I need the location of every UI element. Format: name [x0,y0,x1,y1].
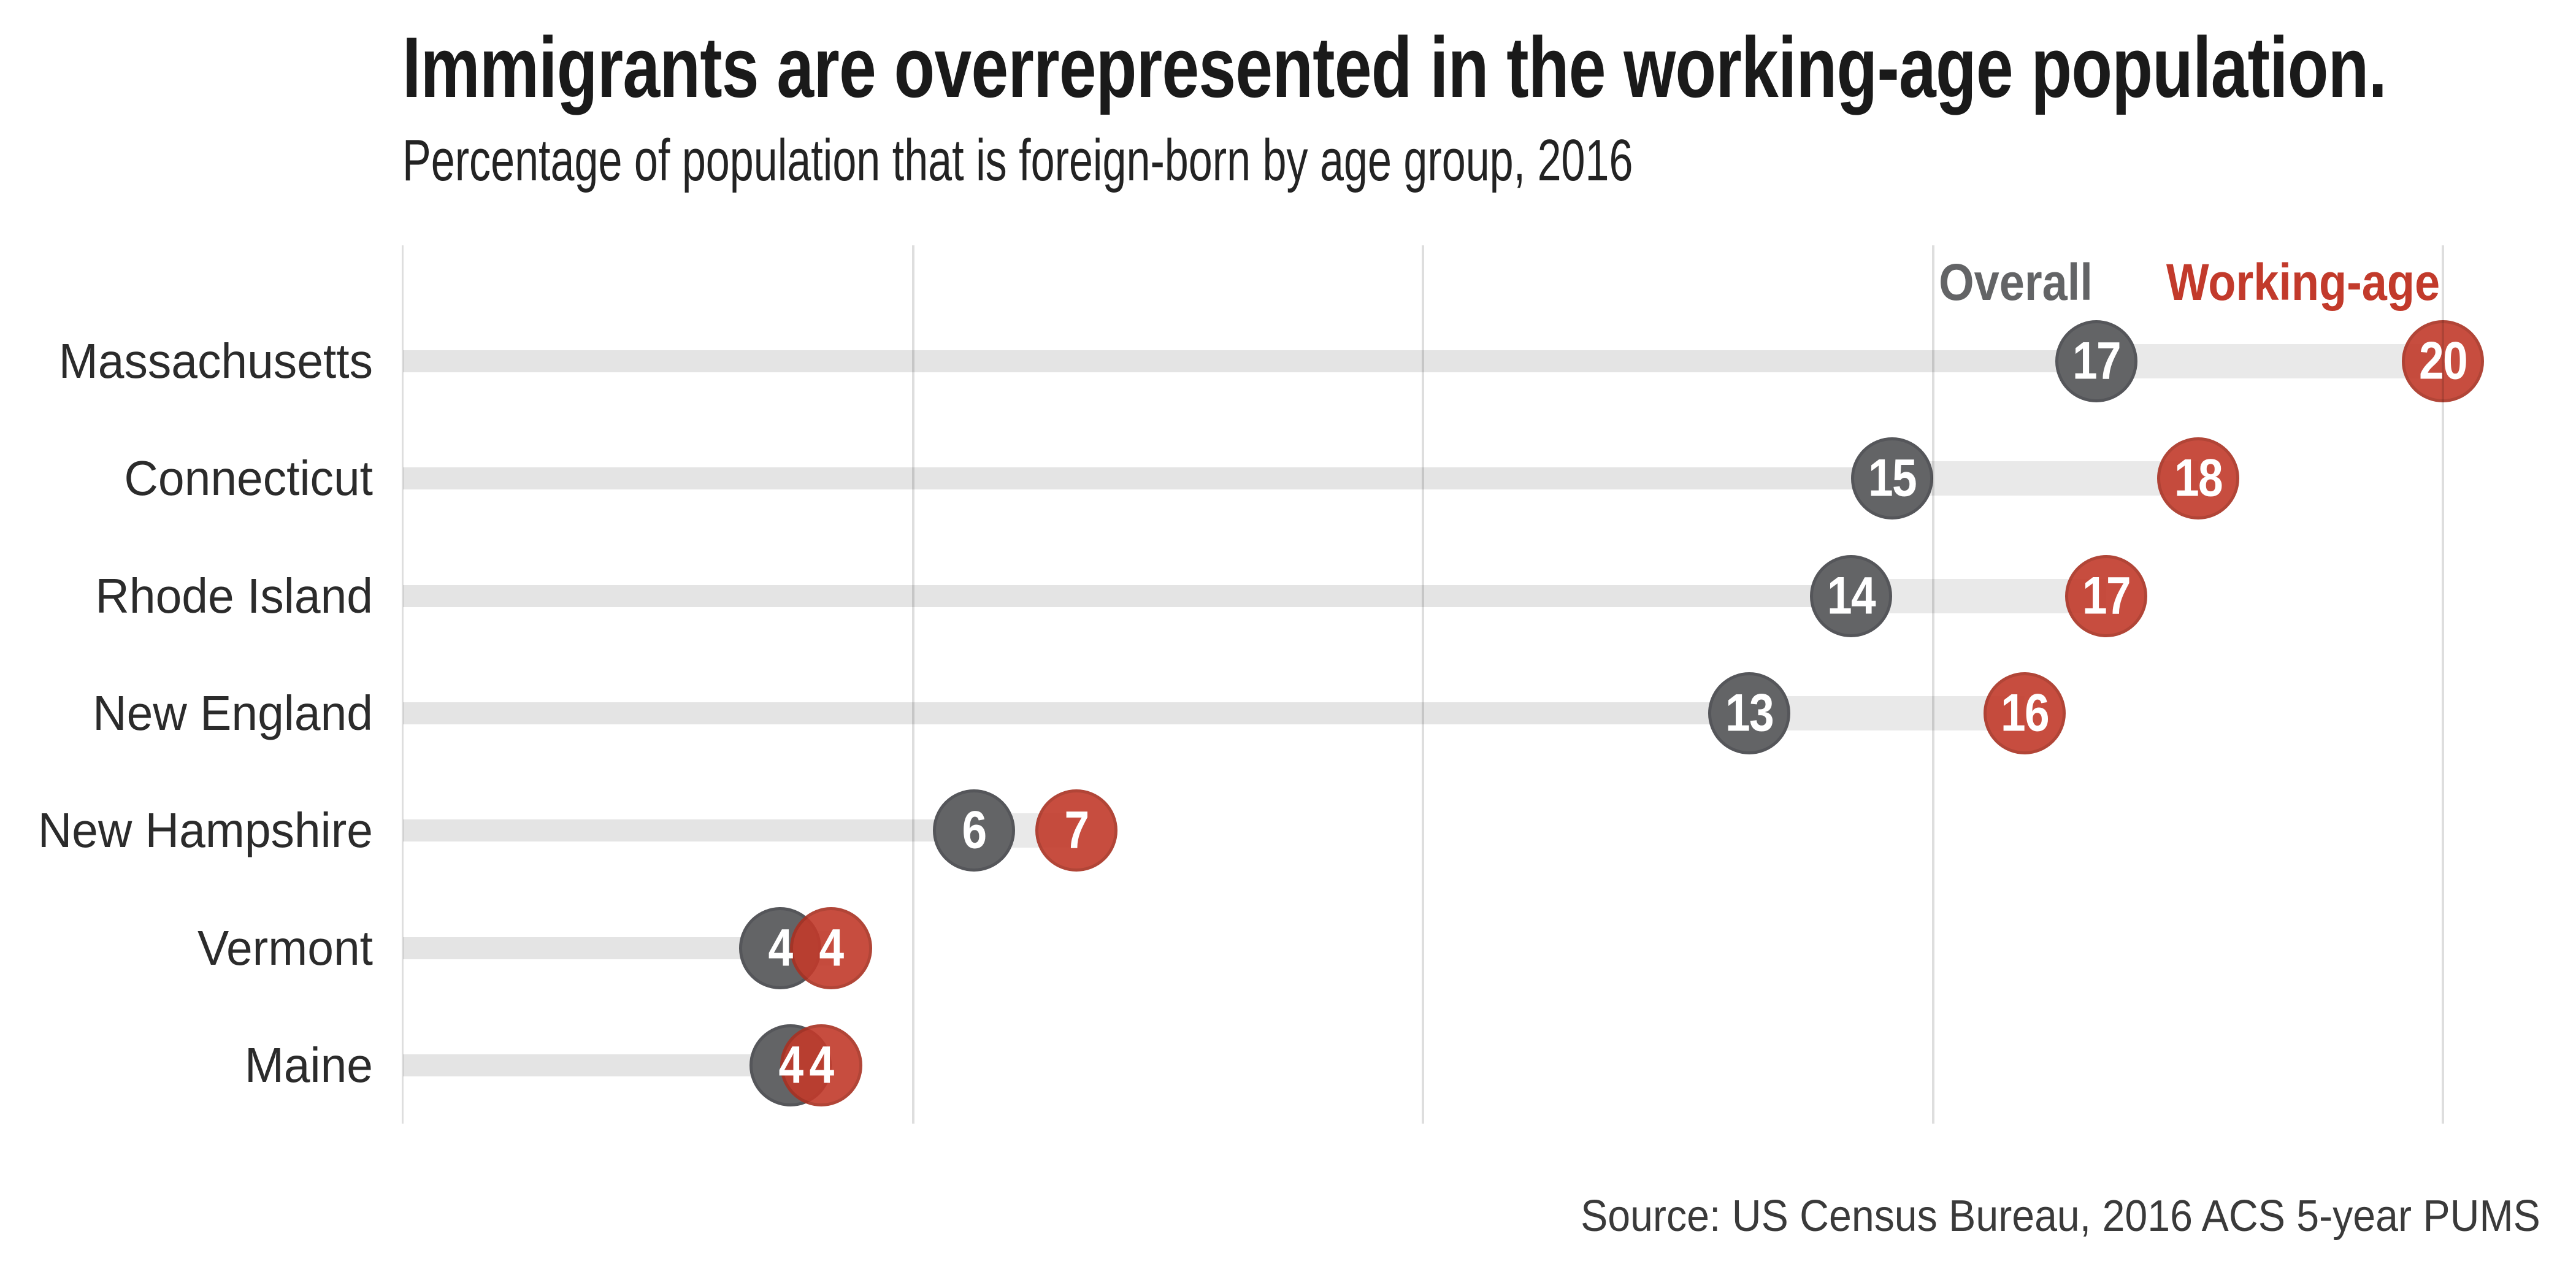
gridline-5 [911,245,914,1124]
category-label: Maine [244,1037,373,1092]
chart-title: Immigrants are overrepresented in the wo… [402,19,2387,115]
overall-value: 15 [1868,448,1917,508]
working-age-value: 20 [2419,331,2468,391]
category-label: New Hampshire [37,803,374,858]
category-label: New England [93,685,373,740]
working-age-value: 4 [819,918,845,977]
gridline-15 [1931,245,1934,1124]
overall-dot [2055,320,2137,402]
row-connector [1851,578,2107,613]
chart-subtitle: Percentage of population that is foreign… [402,128,1633,193]
overall-dot [1810,554,1893,637]
gridline-20 [2442,245,2444,1124]
overall-value: 13 [1725,683,1774,743]
category-label: Vermont [197,920,373,975]
working-age-dot [790,907,873,989]
overall-dot [1850,437,1933,520]
row-connector [1749,696,2025,730]
overall-value: 17 [2072,331,2122,391]
overall-value: 4 [778,1035,803,1095]
working-age-dot [2402,320,2484,402]
overall-dot [933,789,1016,872]
row-connector [2096,344,2443,378]
working-age-dot [780,1024,862,1106]
overall-value: 4 [768,918,794,977]
working-age-value: 17 [2082,566,2131,626]
legend-working-age-label: Working-age [2166,253,2440,311]
working-age-value: 16 [2001,683,2050,743]
working-age-value: 18 [2174,448,2223,508]
legend-overall-label: Overall [1939,253,2093,311]
overall-value: 6 [962,800,987,860]
overall-dot [1708,672,1791,754]
source-credit: Source: US Census Bureau, 2016 ACS 5-yea… [1581,1192,2540,1241]
row-connector [1892,461,2198,496]
y-axis-line [402,245,404,1124]
category-label: Rhode Island [95,568,373,623]
gridline-10 [1422,245,1424,1124]
working-age-value: 4 [809,1035,834,1095]
working-age-value: 7 [1064,800,1089,860]
category-label: Connecticut [124,451,373,506]
working-age-dot [2065,554,2148,637]
overall-value: 14 [1827,566,1876,626]
working-age-dot [1984,672,2066,754]
working-age-dot [1035,789,1117,872]
category-label: Massachusetts [58,334,373,388]
working-age-dot [2156,437,2239,520]
